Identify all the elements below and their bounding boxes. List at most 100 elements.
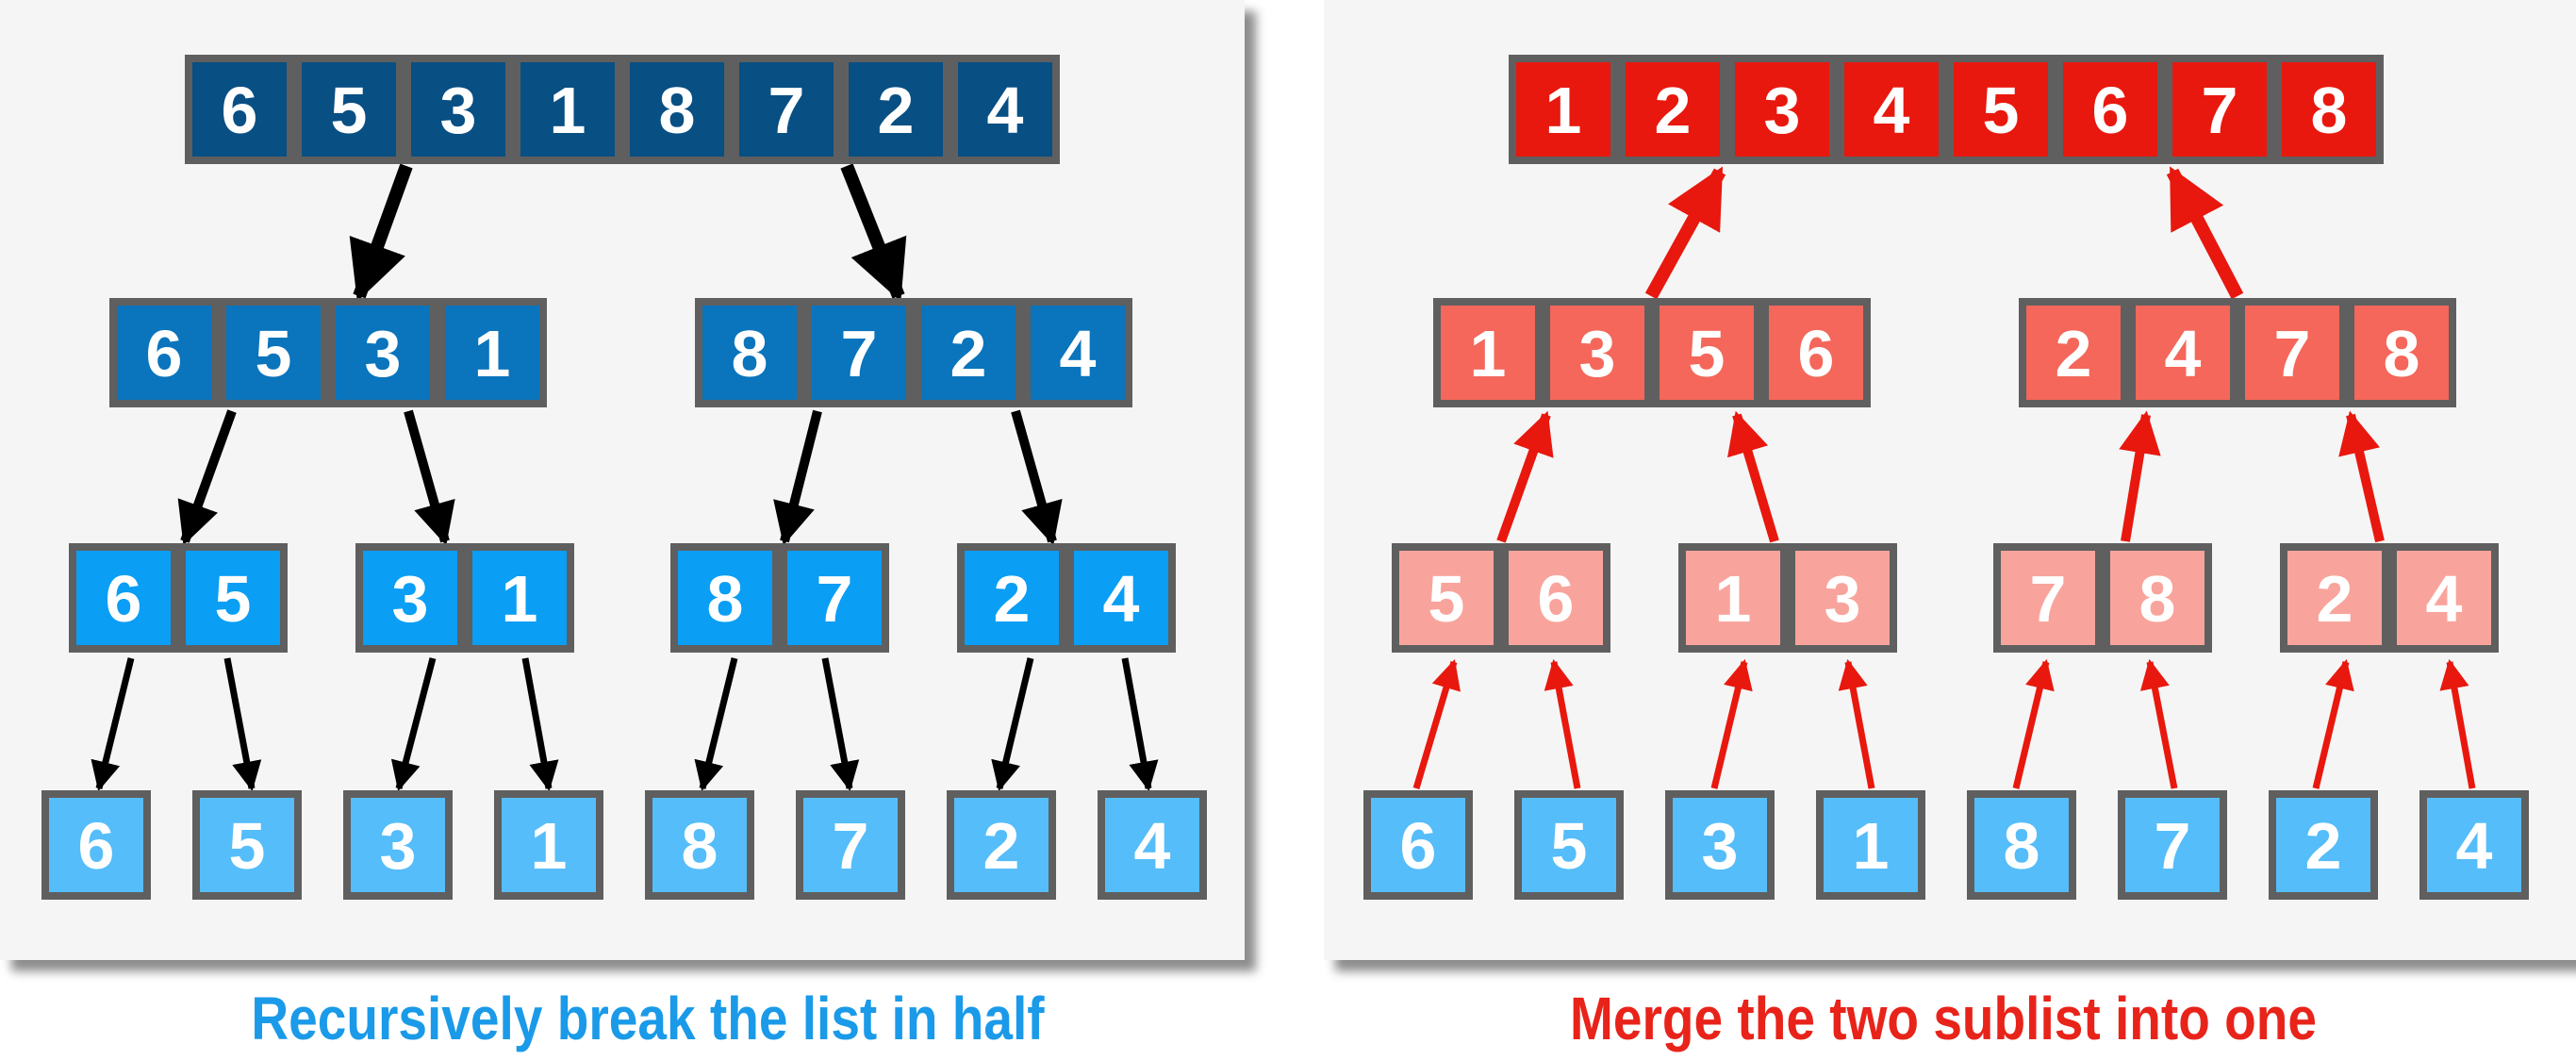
list-cell bbox=[803, 798, 898, 892]
cell-value: 3 bbox=[1825, 562, 1861, 636]
list-cell bbox=[472, 551, 567, 645]
cell-value: 5 bbox=[331, 74, 368, 147]
list-cell bbox=[1441, 306, 1535, 400]
split-level3-group: 3 bbox=[343, 790, 453, 900]
split-level3-group: 6 bbox=[41, 790, 151, 900]
list-cell bbox=[965, 551, 1059, 645]
list-cell bbox=[2110, 551, 2204, 645]
cell-value: 6 bbox=[106, 562, 142, 636]
list-cell bbox=[2282, 62, 2376, 157]
list-cell bbox=[1509, 551, 1603, 645]
list-cell bbox=[117, 306, 211, 400]
list-cell bbox=[2001, 551, 2095, 645]
merge-level0-group: 7 bbox=[2118, 790, 2227, 900]
list-cell bbox=[1660, 306, 1754, 400]
split-arrow bbox=[349, 163, 413, 302]
cell-value: 8 bbox=[2311, 74, 2348, 147]
list-cell bbox=[1769, 306, 1863, 400]
split-arrow bbox=[1121, 657, 1159, 792]
list-cell bbox=[2136, 306, 2230, 400]
cell-value: 3 bbox=[1579, 317, 1616, 390]
cell-value: 6 bbox=[1798, 317, 1835, 390]
merge-level0-group: 5 bbox=[1514, 790, 1624, 900]
merge-level0-group: 1 bbox=[1816, 790, 1925, 900]
merge-arrow bbox=[1710, 658, 1753, 789]
cell-value: 2 bbox=[2317, 562, 2353, 636]
list-cell bbox=[2172, 62, 2267, 157]
list-cell bbox=[2125, 798, 2220, 892]
split-arrow bbox=[1011, 409, 1063, 546]
cell-value: 1 bbox=[550, 74, 586, 147]
list-cell bbox=[702, 306, 797, 400]
merge-level0-group: 8 bbox=[1967, 790, 2076, 900]
list-cell bbox=[520, 62, 615, 157]
cell-value: 7 bbox=[2030, 562, 2067, 636]
merge-level0-group: 2 bbox=[2269, 790, 2378, 900]
split-level3-group: 7 bbox=[796, 790, 905, 900]
split-arrow bbox=[521, 657, 559, 792]
cell-value: 7 bbox=[2274, 317, 2311, 390]
merge-arrow bbox=[2119, 410, 2161, 542]
list-cell bbox=[630, 62, 724, 157]
list-cell bbox=[954, 798, 1049, 892]
list-cell bbox=[502, 798, 596, 892]
list-cell bbox=[652, 798, 747, 892]
list-cell bbox=[2354, 306, 2449, 400]
cell-value: 2 bbox=[2056, 317, 2092, 390]
cell-value: 1 bbox=[474, 317, 511, 390]
list-cell bbox=[445, 306, 539, 400]
cell-value: 7 bbox=[768, 74, 805, 147]
list-cell bbox=[76, 551, 171, 645]
cell-value: 1 bbox=[1853, 809, 1890, 883]
split-level3-group: 8 bbox=[645, 790, 754, 900]
list-cell bbox=[1516, 62, 1610, 157]
cell-value: 5 bbox=[229, 809, 266, 883]
merge-arrow bbox=[1644, 166, 1726, 300]
split-level3-group: 1 bbox=[494, 790, 603, 900]
list-cell bbox=[2063, 62, 2157, 157]
list-cell bbox=[1795, 551, 1890, 645]
merge-arrow bbox=[2012, 658, 2055, 789]
list-cell bbox=[1550, 306, 1644, 400]
split-arrow bbox=[223, 657, 262, 792]
list-cell bbox=[226, 306, 321, 400]
merge-arrow bbox=[2439, 658, 2476, 789]
list-cell bbox=[849, 62, 943, 157]
list-cell bbox=[302, 62, 396, 157]
cell-value: 8 bbox=[732, 317, 768, 390]
cell-value: 4 bbox=[1060, 317, 1097, 390]
list-cell bbox=[1824, 798, 1918, 892]
split-arrow bbox=[840, 163, 907, 302]
list-cell bbox=[2427, 798, 2521, 892]
split-arrow bbox=[694, 657, 738, 792]
cell-value: 6 bbox=[1400, 809, 1437, 883]
cell-value: 5 bbox=[215, 562, 252, 636]
split-level3-group: 4 bbox=[1098, 790, 1207, 900]
cell-value: 7 bbox=[817, 562, 853, 636]
cell-value: 2 bbox=[2305, 809, 2342, 883]
cell-value: 8 bbox=[2004, 809, 2040, 883]
cell-value: 7 bbox=[2202, 74, 2238, 147]
cell-value: 7 bbox=[841, 317, 878, 390]
merge-arrow bbox=[1496, 410, 1554, 543]
list-cell bbox=[787, 551, 882, 645]
merge-arrow bbox=[1727, 410, 1779, 543]
list-cell bbox=[351, 798, 445, 892]
merge-arrow bbox=[1412, 658, 1461, 790]
list-cell bbox=[1031, 306, 1125, 400]
list-cell bbox=[1844, 62, 1939, 157]
list-cell bbox=[186, 551, 280, 645]
cell-value: 4 bbox=[1134, 809, 1171, 883]
cell-value: 3 bbox=[380, 809, 417, 883]
merge-arrow bbox=[1544, 658, 1581, 789]
list-cell bbox=[411, 62, 505, 157]
split-arrow bbox=[390, 657, 437, 792]
merge-arrow bbox=[2338, 410, 2385, 543]
list-cell bbox=[1399, 551, 1494, 645]
